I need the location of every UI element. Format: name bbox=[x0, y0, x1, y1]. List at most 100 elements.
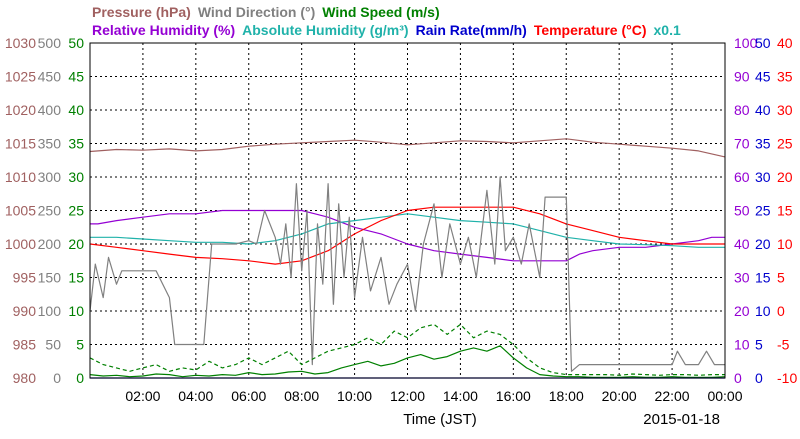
y-tick-label-pressure: 995 bbox=[13, 270, 37, 286]
y-tick-label-wind-direction: 200 bbox=[38, 236, 62, 252]
x-tick-label: 20:00 bbox=[602, 388, 637, 404]
y-tick-label-wind-direction: 100 bbox=[38, 303, 62, 319]
y-tick-label-pressure: 1025 bbox=[5, 69, 36, 85]
axes: 1030102510201015101010051000995990985980… bbox=[5, 35, 798, 386]
y-tick-label-pressure: 1010 bbox=[5, 169, 36, 185]
legend-entry: Wind Direction (°) bbox=[198, 4, 315, 20]
legend: Pressure (hPa) Wind Direction (°) Wind Spe… bbox=[92, 4, 681, 38]
y-tick-label-relative-humidity: 100 bbox=[734, 35, 758, 51]
y-tick-label-pressure: 1015 bbox=[5, 136, 36, 152]
y-tick-label-relative-humidity: 10 bbox=[734, 337, 750, 353]
x-tick-label: 16:00 bbox=[496, 388, 531, 404]
x-tick-label: 00:00 bbox=[707, 388, 742, 404]
y-tick-label-wind-speed: 35 bbox=[68, 136, 84, 152]
legend-entry: Wind Speed (m/s) bbox=[322, 4, 439, 20]
legend-entry: x0.1 bbox=[654, 22, 681, 38]
y-tick-label-relative-humidity: 20 bbox=[734, 303, 750, 319]
x-tick-label: 04:00 bbox=[178, 388, 213, 404]
grid bbox=[90, 43, 725, 378]
legend-entry: Pressure (hPa) bbox=[92, 4, 191, 20]
legend-entry: Rain Rate(mm/h) bbox=[416, 22, 527, 38]
y-tick-label-wind-direction: 300 bbox=[38, 169, 62, 185]
y-tick-label-temperature: 0 bbox=[777, 303, 785, 319]
y-tick-label-wind-speed: 25 bbox=[68, 203, 84, 219]
y-tick-label-wind-speed: 30 bbox=[68, 169, 84, 185]
y-tick-label-rain-rate: 35 bbox=[755, 136, 771, 152]
x-axis-title: Time (JST) bbox=[403, 411, 477, 428]
y-tick-label-rain-rate: 25 bbox=[755, 203, 771, 219]
y-tick-label-temperature: 10 bbox=[777, 236, 793, 252]
y-tick-label-relative-humidity: 50 bbox=[734, 203, 750, 219]
y-tick-label-temperature: 5 bbox=[777, 270, 785, 286]
series-line-wind-speed-m-s bbox=[89, 345, 726, 378]
y-tick-label-rain-rate: 30 bbox=[755, 169, 771, 185]
y-tick-label-temperature: -10 bbox=[777, 370, 797, 386]
y-tick-label-temperature: -5 bbox=[777, 337, 790, 353]
y-tick-label-wind-speed: 20 bbox=[68, 236, 84, 252]
y-tick-label-pressure: 990 bbox=[13, 303, 37, 319]
y-tick-label-pressure: 980 bbox=[13, 370, 37, 386]
y-tick-label-wind-direction: 250 bbox=[38, 203, 62, 219]
series-line-pressure-hpa bbox=[89, 138, 726, 158]
series-line-absolute-humidity-g-m bbox=[90, 213, 725, 248]
date-label: 2015-01-18 bbox=[643, 411, 720, 428]
y-tick-label-rain-rate: 10 bbox=[755, 303, 771, 319]
y-tick-label-rain-rate: 5 bbox=[755, 337, 763, 353]
y-tick-label-wind-direction: 0 bbox=[53, 370, 61, 386]
y-tick-label-wind-direction: 500 bbox=[38, 35, 62, 51]
y-tick-label-temperature: 25 bbox=[777, 136, 793, 152]
y-tick-label-relative-humidity: 70 bbox=[734, 136, 750, 152]
y-tick-label-temperature: 20 bbox=[777, 169, 793, 185]
y-tick-label-pressure: 1000 bbox=[5, 236, 36, 252]
y-tick-label-rain-rate: 0 bbox=[755, 370, 763, 386]
y-tick-label-pressure: 985 bbox=[13, 337, 37, 353]
y-tick-label-temperature: 15 bbox=[777, 203, 793, 219]
y-tick-label-relative-humidity: 90 bbox=[734, 69, 750, 85]
legend-entry: Absolute Humidity (g/m³) bbox=[242, 22, 408, 38]
x-tick-label: 08:00 bbox=[284, 388, 319, 404]
y-tick-label-relative-humidity: 40 bbox=[734, 236, 750, 252]
x-tick-label: 12:00 bbox=[390, 388, 425, 404]
x-tick-label: 18:00 bbox=[549, 388, 584, 404]
y-tick-label-temperature: 35 bbox=[777, 69, 793, 85]
y-tick-label-wind-direction: 450 bbox=[38, 69, 62, 85]
series-line-wind-direction bbox=[89, 176, 725, 372]
series-line-temperature-c bbox=[89, 206, 725, 265]
y-tick-label-wind-speed: 15 bbox=[68, 270, 84, 286]
y-tick-label-rain-rate: 15 bbox=[755, 270, 771, 286]
legend-entry: Temperature (°C) bbox=[534, 22, 647, 38]
legend-entry: Relative Humidity (%) bbox=[92, 22, 235, 38]
x-tick-label: 02:00 bbox=[125, 388, 160, 404]
x-tick-label: 10:00 bbox=[337, 388, 372, 404]
y-tick-label-wind-direction: 50 bbox=[45, 337, 61, 353]
y-tick-label-wind-direction: 400 bbox=[38, 102, 62, 118]
y-tick-label-wind-speed: 10 bbox=[68, 303, 84, 319]
y-tick-label-wind-speed: 0 bbox=[76, 370, 84, 386]
y-tick-label-wind-speed: 45 bbox=[68, 69, 84, 85]
y-tick-label-rain-rate: 50 bbox=[755, 35, 771, 51]
x-tick-label: 06:00 bbox=[231, 388, 266, 404]
series-line-wind-speed-gust-m-s bbox=[89, 323, 725, 376]
x-tick-label: 14:00 bbox=[443, 388, 478, 404]
y-tick-label-wind-speed: 5 bbox=[76, 337, 84, 353]
y-tick-label-wind-direction: 150 bbox=[38, 270, 62, 286]
y-tick-label-temperature: 30 bbox=[777, 102, 793, 118]
x-tick-label: 22:00 bbox=[655, 388, 690, 404]
y-tick-label-relative-humidity: 80 bbox=[734, 102, 750, 118]
y-tick-label-wind-direction: 350 bbox=[38, 136, 62, 152]
y-tick-label-temperature: 40 bbox=[777, 35, 793, 51]
y-tick-label-wind-speed: 50 bbox=[68, 35, 84, 51]
x-axis: 02:00 04:00 06:00 08:00 10:00 12:00 14:00 16:00… bbox=[125, 388, 742, 428]
y-tick-label-pressure: 1030 bbox=[5, 35, 36, 51]
y-tick-label-wind-speed: 40 bbox=[68, 102, 84, 118]
y-tick-label-pressure: 1005 bbox=[5, 203, 36, 219]
y-tick-label-rain-rate: 40 bbox=[755, 102, 771, 118]
y-tick-label-relative-humidity: 0 bbox=[734, 370, 742, 386]
y-tick-label-relative-humidity: 30 bbox=[734, 270, 750, 286]
y-tick-label-pressure: 1020 bbox=[5, 102, 36, 118]
series-line-relative-humidity bbox=[90, 209, 725, 262]
plot-frame bbox=[89, 42, 726, 379]
y-tick-label-rain-rate: 20 bbox=[755, 236, 771, 252]
